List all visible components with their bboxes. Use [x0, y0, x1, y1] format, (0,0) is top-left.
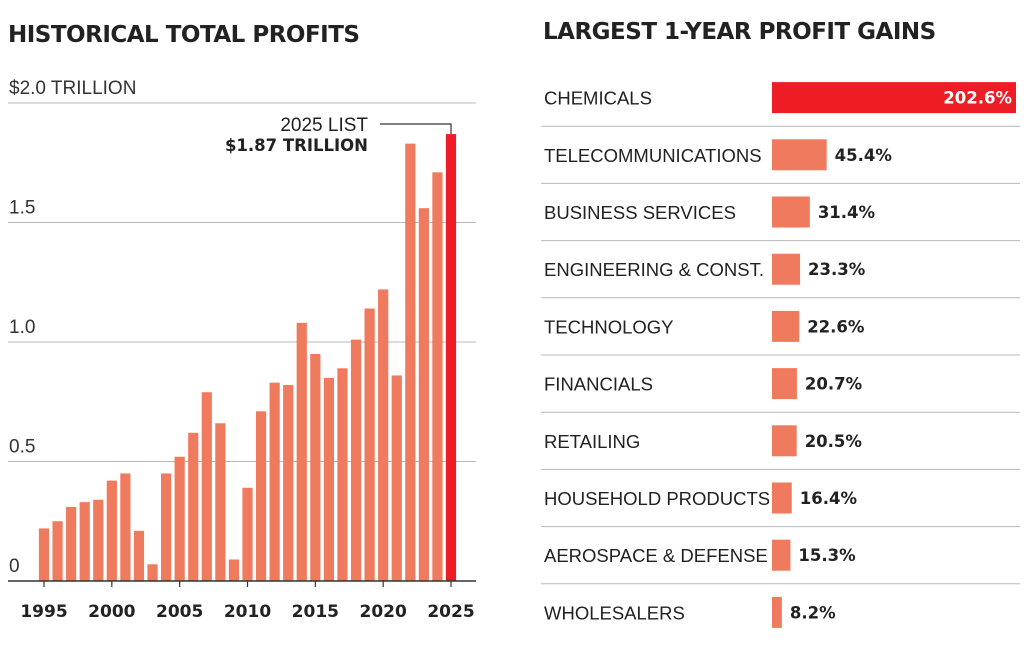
value-label: 202.6%	[943, 89, 1012, 108]
bar-2021	[391, 375, 402, 581]
category-label: CHEMICALS	[544, 88, 652, 109]
category-label: FINANCIALS	[544, 374, 653, 395]
bar-1995	[38, 528, 50, 581]
bar-2004	[161, 473, 172, 581]
bar-telecommunications	[772, 139, 827, 171]
value-label: 8.2%	[790, 603, 836, 622]
bar-2022	[405, 143, 416, 581]
bar-1999	[93, 499, 104, 581]
x-tick-label: 2015	[292, 602, 339, 622]
x-tick-label: 2010	[224, 602, 271, 622]
value-label: 23.3%	[808, 260, 866, 279]
bar-2024	[432, 172, 443, 581]
y-tick-label: 0	[9, 556, 20, 577]
bar-household-products	[772, 482, 792, 514]
bar-2016	[323, 377, 334, 581]
bar-2017	[337, 368, 348, 581]
category-label: HOUSEHOLD PRODUCTS	[544, 488, 770, 509]
bar-2008	[215, 423, 226, 581]
bar-2003	[147, 564, 158, 581]
x-tick-label: 1995	[20, 602, 67, 622]
bar-2006	[188, 432, 199, 581]
bar-retailing	[772, 425, 797, 457]
value-label: 45.4%	[835, 146, 893, 165]
value-label: 20.5%	[805, 432, 863, 451]
bar-2018	[350, 339, 362, 581]
category-label: AEROSPACE & DEFENSE	[544, 545, 768, 566]
left-chart-title: HISTORICAL TOTAL PROFITS	[8, 22, 360, 48]
bar-2011	[255, 411, 267, 581]
bar-1996	[52, 521, 63, 581]
bar-2010	[242, 487, 253, 581]
category-label: WHOLESALERS	[544, 602, 685, 623]
bar-technology	[772, 310, 800, 342]
historical-profits-chart: 0 0.5 1.0 1.5 $2.0 TRILLION 1995 2000 2005 2010 2…	[8, 78, 476, 622]
value-label: 15.3%	[798, 546, 856, 565]
bar-financials	[772, 368, 797, 400]
x-tick-label: 2025	[427, 602, 474, 622]
value-label: 20.7%	[805, 375, 863, 394]
bar-2023	[418, 208, 429, 581]
bar-2015	[310, 353, 321, 581]
x-tick-label: 2020	[360, 602, 407, 622]
y-tick-label: 1.0	[9, 317, 35, 338]
bar-1998	[79, 502, 90, 581]
category-label: TECHNOLOGY	[544, 316, 674, 337]
bar-2002	[133, 530, 145, 581]
bar-2013	[283, 385, 294, 581]
annotation-leader-line	[380, 123, 452, 135]
bar-wholesalers	[772, 596, 782, 628]
bar-2019	[364, 308, 375, 581]
bar-2025	[445, 134, 457, 581]
category-label: TELECOMMUNICATIONS	[544, 145, 762, 166]
bar-2005	[174, 456, 185, 581]
bar-2001	[120, 473, 131, 581]
bar-business-services	[772, 196, 810, 228]
bar-2000	[106, 480, 117, 581]
x-tick-label: 2000	[88, 602, 135, 622]
annotation-label: 2025 LIST	[280, 115, 368, 136]
value-label: 16.4%	[800, 489, 858, 508]
annotation-value: $1.87 TRILLION	[225, 136, 368, 155]
value-label: 22.6%	[807, 317, 865, 336]
right-chart-title: LARGEST 1-YEAR PROFIT GAINS	[543, 19, 936, 45]
bar-2007	[201, 392, 212, 581]
y-tick-label: $2.0 TRILLION	[9, 78, 136, 99]
bar-1997	[66, 506, 77, 581]
bar-2020	[378, 289, 389, 581]
y-tick-label: 1.5	[9, 198, 35, 219]
bar-2012	[269, 382, 280, 581]
bar-2009	[228, 559, 240, 581]
y-tick-label: 0.5	[9, 437, 35, 458]
category-label: ENGINEERING & CONST.	[544, 259, 764, 280]
x-tick-label: 2005	[156, 602, 203, 622]
category-label: BUSINESS SERVICES	[544, 202, 736, 223]
bar-engineering-const-	[772, 253, 801, 285]
bar-aerospace-defense	[772, 539, 791, 571]
bar-chemicals	[772, 82, 1016, 114]
value-label: 31.4%	[818, 203, 876, 222]
category-label: RETAILING	[544, 431, 640, 452]
bar-2014	[296, 322, 307, 581]
